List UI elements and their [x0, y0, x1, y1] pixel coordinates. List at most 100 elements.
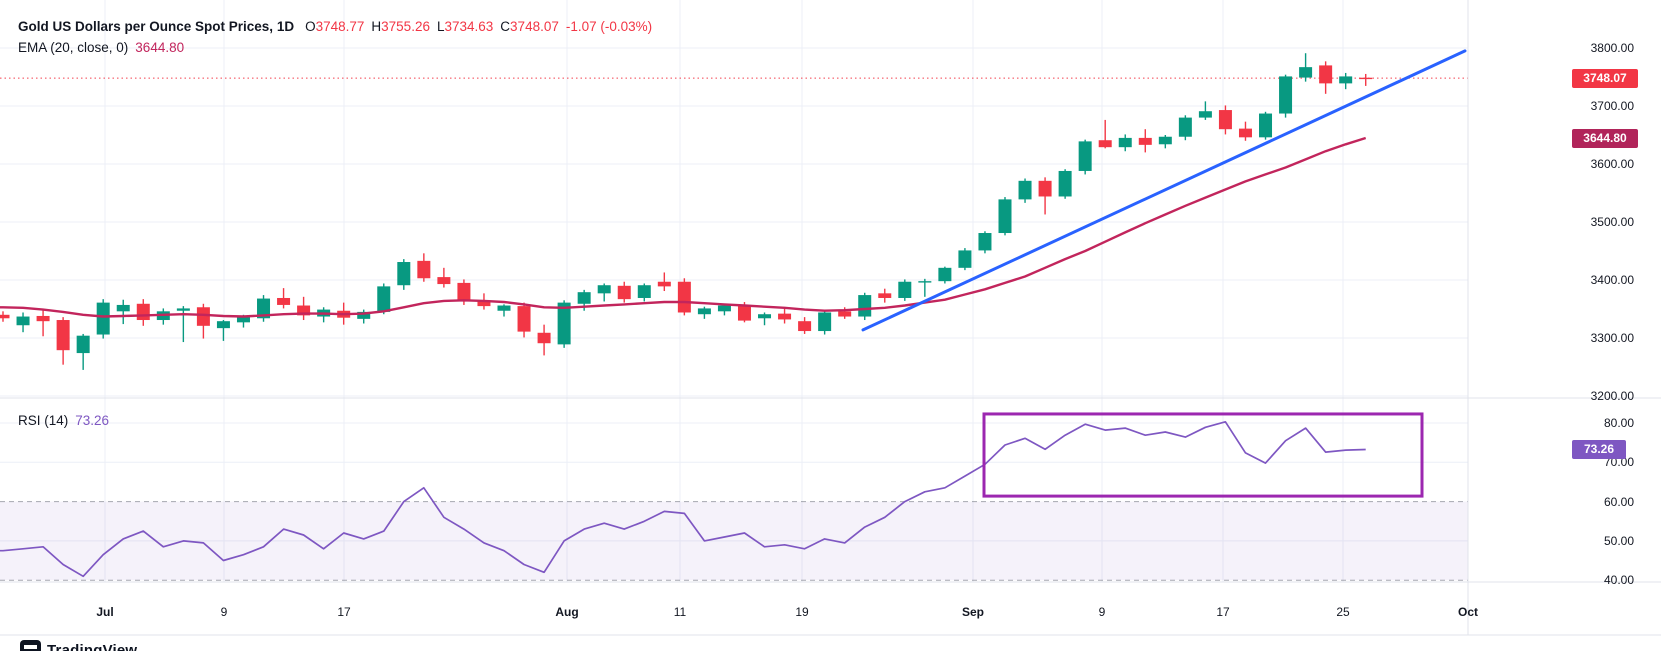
trendline[interactable] [861, 49, 1467, 332]
rsi-axis-label: 50.00 [1603, 533, 1634, 548]
candle-body [597, 285, 611, 294]
time-axis-label: Aug [555, 605, 579, 619]
candle-body [798, 321, 812, 332]
rsi-value-badge: 73.26 [1572, 439, 1626, 459]
candle-body [577, 292, 591, 304]
pane-separators [0, 0, 1661, 636]
candle-body [176, 308, 190, 311]
candle-body [16, 316, 30, 326]
candle-body [898, 281, 912, 298]
symbol-title: Gold US Dollars per Ounce Spot Prices, 1… [18, 19, 295, 34]
time-axis-label: 9 [1098, 605, 1106, 619]
rsi-value: 73.26 [75, 413, 110, 428]
candle-body [457, 282, 471, 301]
candle-body [437, 277, 451, 285]
time-axis-label: 19 [795, 605, 809, 619]
candle-body [657, 281, 671, 287]
rsi-rectangle[interactable] [982, 412, 1424, 498]
candle-body [136, 303, 150, 321]
candle-body [557, 302, 571, 345]
price-axis-label: 3300.00 [1590, 331, 1634, 345]
price-axis-label: 3800.00 [1590, 41, 1634, 55]
price-axis-label: 3500.00 [1590, 215, 1634, 229]
ema-label: EMA (20, close, 0) [18, 40, 129, 55]
candle-body [236, 317, 250, 323]
price-axis-label: 3700.00 [1590, 99, 1634, 113]
candle-body [758, 314, 772, 319]
candle-body [697, 308, 711, 315]
candle-body [1339, 76, 1353, 84]
rsi-legend-row[interactable]: RSI (14) 73.26 [18, 410, 109, 431]
candle-body [998, 199, 1012, 234]
candle-body [96, 302, 110, 335]
candle-body [497, 305, 511, 311]
ohlc-open: O3748.77 [305, 19, 365, 34]
candle-body [1299, 67, 1313, 78]
candle-body [717, 305, 731, 312]
candle-body [0, 314, 10, 319]
candle-body [1178, 117, 1192, 137]
ohlc-high: H3755.26 [371, 19, 430, 34]
candle-body [196, 307, 210, 326]
candle-body [737, 306, 751, 321]
ohlc-close: C3748.07 [500, 19, 559, 34]
candle-body [1118, 137, 1132, 148]
last-price-badge: 3748.07 [1572, 68, 1638, 88]
rsi-axis-label: 80.00 [1603, 416, 1634, 430]
candle-body [377, 286, 391, 312]
candle-body [1018, 180, 1032, 200]
candle-body [1259, 113, 1273, 138]
candle-body [637, 285, 651, 298]
ema-line[interactable] [0, 136, 1367, 318]
candle-body [297, 305, 311, 316]
tradingview-logo[interactable]: TradingView [20, 640, 137, 651]
candle-body [417, 260, 431, 279]
rsi-line [0, 420, 1366, 578]
ema-legend-row[interactable]: EMA (20, close, 0) 3644.80 [18, 37, 652, 58]
candle-body [938, 267, 952, 282]
candle-body [537, 332, 551, 344]
candle-body [76, 335, 90, 354]
candle-body [1238, 128, 1252, 138]
candle-body [1038, 180, 1052, 197]
candle-body [858, 295, 872, 317]
candle-body [257, 298, 271, 319]
candle-body [677, 281, 691, 313]
time-axis-label: 9 [220, 605, 228, 619]
candle-body [617, 285, 631, 300]
candle-body [818, 312, 832, 332]
candle-body [1359, 77, 1373, 80]
symbol-legend-row[interactable]: Gold US Dollars per Ounce Spot Prices, 1… [18, 16, 652, 37]
price-axis-label: 3600.00 [1590, 157, 1634, 171]
candle-body [277, 297, 291, 305]
ema-value-badge: 3644.80 [1572, 128, 1638, 148]
candle-body [838, 311, 852, 317]
candle-body [357, 311, 371, 319]
rsi-pane-legend: RSI (14) 73.26 [18, 410, 109, 431]
time-axis-label: Jul [96, 605, 114, 619]
tradingview-logo-icon [20, 640, 41, 651]
candle-body [878, 293, 892, 298]
candlestick-series [0, 53, 1373, 370]
candle-body [36, 315, 50, 322]
candle-body [978, 233, 992, 251]
price-axis-label: 3400.00 [1590, 273, 1634, 287]
time-axis-label: 11 [673, 605, 687, 619]
candle-body [56, 320, 70, 351]
ohlc-low: L3734.63 [436, 19, 494, 34]
change-value: -1.07 (-0.03%) [565, 19, 653, 34]
tradingview-logo-text: TradingView [47, 641, 138, 651]
candle-body [216, 321, 230, 329]
rsi-axis-label: 60.00 [1603, 494, 1634, 509]
rsi-label: RSI (14) [18, 413, 69, 428]
candle-body [116, 304, 130, 312]
time-axis[interactable]: Jul 9 17 Aug 11 19 Sep 9 17 25 Oct [0, 582, 1661, 635]
price-pane-legend: Gold US Dollars per Ounce Spot Prices, 1… [18, 16, 652, 58]
candle-body [1158, 136, 1172, 145]
candle-body [1319, 65, 1333, 84]
rsi-band [0, 501, 1468, 581]
time-axis-label: 17 [337, 605, 351, 619]
price-axis[interactable]: 3800.00 3700.00 3600.00 3500.00 3400.00 3300.… [1468, 0, 1661, 635]
